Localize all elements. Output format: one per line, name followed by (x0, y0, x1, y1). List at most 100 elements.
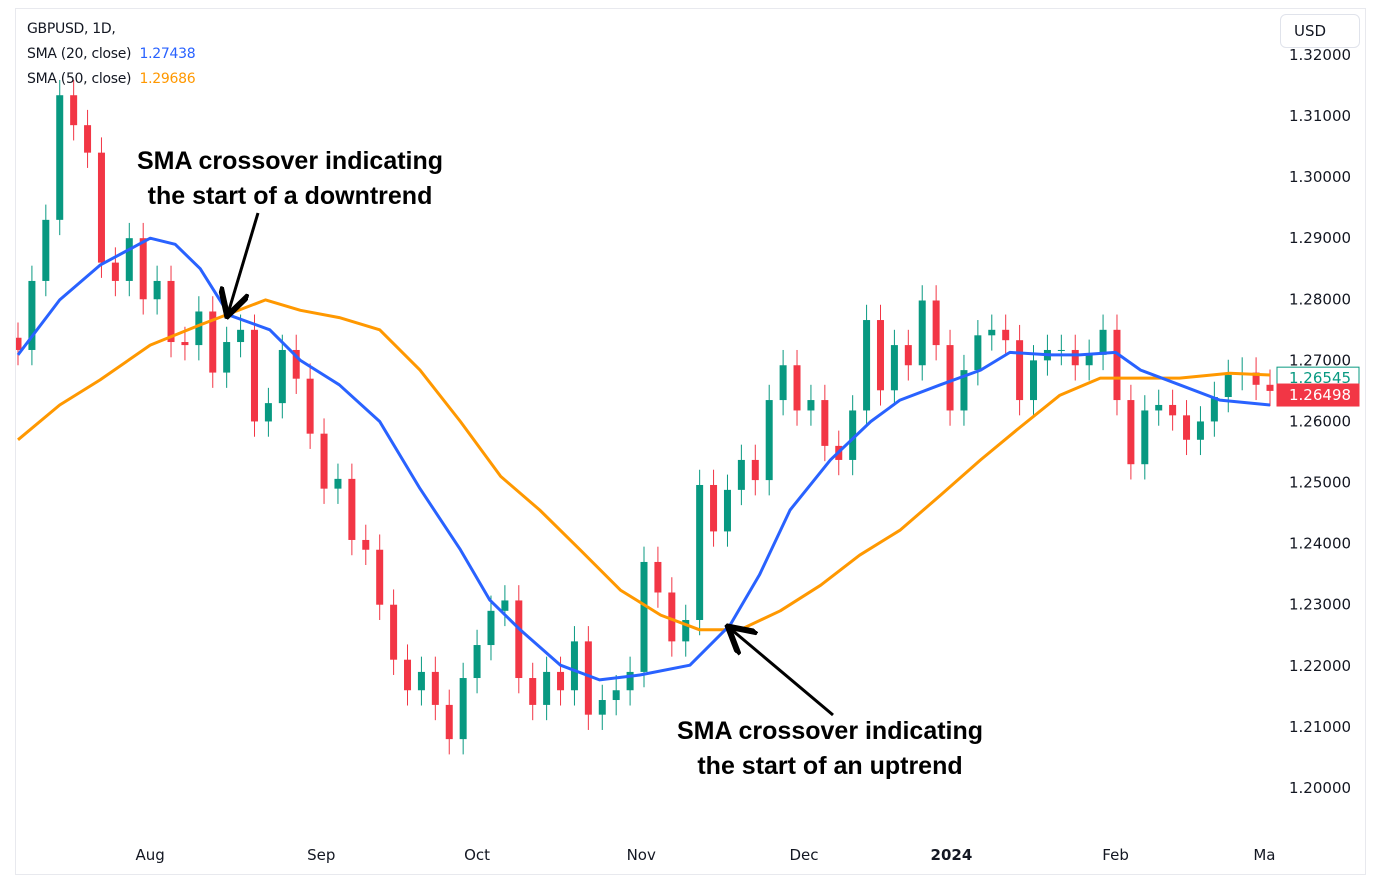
legend-symbol: GBPUSD, 1D, (27, 21, 116, 37)
annotation-uptrend: SMA crossover indicating the start of an… (660, 714, 1000, 784)
sma50-line (17, 298, 1271, 632)
candle-body (56, 95, 64, 220)
candle-body (863, 320, 871, 411)
candle-body (459, 678, 467, 740)
candle-body (849, 410, 857, 460)
annotation-downtrend: SMA crossover indicating the start of a … (120, 144, 460, 214)
annotation-line: SMA crossover indicating (136, 147, 444, 175)
candle-body (16, 337, 22, 350)
candle-body (390, 604, 398, 660)
x-tick-label: 2024 (931, 846, 973, 864)
y-tick-label: 1.27000 (1289, 351, 1351, 369)
candle-body (946, 345, 954, 411)
candle-body (250, 329, 258, 422)
sma50-label: SMA (50, close) (27, 71, 132, 87)
price-label: 1.26498 (1289, 386, 1351, 404)
candle-body (807, 400, 815, 411)
candle-body (334, 478, 342, 489)
candle-body (320, 433, 328, 489)
candle-body (570, 641, 578, 691)
candle-body (584, 641, 592, 715)
annotation-arrow (228, 212, 260, 313)
candle-body (1071, 349, 1079, 366)
candle-body (668, 592, 676, 642)
candle-body (501, 600, 509, 611)
candle-body (988, 329, 996, 336)
candle-body (557, 671, 565, 691)
candle-body (751, 459, 759, 481)
candle-body (654, 561, 662, 593)
candle-body (904, 345, 912, 366)
candle-body (918, 300, 926, 366)
candle-body (28, 280, 36, 350)
candle-body (223, 342, 231, 373)
candle-body (710, 484, 718, 532)
x-tick-label: Sep (307, 846, 335, 864)
x-tick-label: Feb (1102, 846, 1129, 864)
candle-body (111, 262, 119, 281)
annotation-line: the start of a downtrend (147, 182, 433, 210)
legend-sma50: SMA (50, close) 1.29686 (27, 71, 196, 87)
x-tick-label: Ma (1253, 846, 1275, 864)
candle-body (487, 610, 495, 646)
candle-body (139, 238, 147, 300)
candle-body (1099, 329, 1107, 355)
sma20-value: 1.27438 (139, 46, 196, 62)
candle-body (1016, 340, 1024, 401)
y-tick-label: 1.26000 (1289, 412, 1351, 430)
candle-body (598, 700, 606, 715)
y-tick-label: 1.22000 (1289, 657, 1351, 675)
sma50-value: 1.29686 (139, 71, 196, 87)
y-tick-label: 1.20000 (1289, 779, 1351, 797)
x-tick-label: Dec (789, 846, 818, 864)
candle-body (765, 400, 773, 481)
candle-body (473, 645, 481, 679)
candle-body (1252, 372, 1260, 385)
candle-body (1057, 349, 1065, 351)
candle-body (890, 345, 898, 391)
candle-body (1210, 397, 1218, 422)
candle-body (1196, 421, 1204, 440)
candle-body (696, 484, 704, 620)
candle-body (1266, 384, 1274, 391)
candle-body (793, 365, 801, 411)
candle-body (515, 600, 523, 679)
price-label: 1.26545 (1289, 369, 1351, 387)
candle-body (682, 619, 690, 642)
candle-body (306, 378, 314, 434)
annotation-line: the start of an uptrend (697, 752, 963, 780)
candle-body (209, 311, 217, 373)
y-tick-label: 1.29000 (1289, 229, 1351, 247)
y-tick-label: 1.25000 (1289, 474, 1351, 492)
price-label-box (1276, 383, 1360, 407)
candle-body (723, 489, 731, 532)
candle-body (737, 459, 745, 490)
annotation-line: SMA crossover indicating (676, 717, 984, 745)
y-tick-label: 1.24000 (1289, 535, 1351, 553)
candle-body (153, 280, 161, 300)
candle-body (264, 403, 272, 422)
currency-button[interactable]: USD (1280, 14, 1360, 48)
candle-body (1030, 360, 1038, 401)
candle-body (292, 349, 300, 379)
candle-body (974, 335, 982, 371)
sma20-label: SMA (20, close) (27, 46, 132, 62)
chart-frame (15, 8, 1366, 875)
candle-body (97, 152, 105, 263)
candle-body (1127, 400, 1135, 465)
candle-body (932, 300, 940, 346)
candle-body (362, 539, 370, 550)
candle-body (195, 311, 203, 346)
candle-body (543, 671, 551, 705)
candle-body (821, 400, 829, 446)
candle-body (181, 342, 189, 346)
candle-body (237, 329, 245, 343)
y-tick-label: 1.23000 (1289, 596, 1351, 614)
y-tick-label: 1.21000 (1289, 718, 1351, 736)
y-tick-label: 1.28000 (1289, 290, 1351, 308)
x-tick-label: Nov (627, 846, 656, 864)
candle-body (70, 95, 78, 126)
candle-body (167, 280, 175, 343)
candle-body (1183, 415, 1191, 440)
